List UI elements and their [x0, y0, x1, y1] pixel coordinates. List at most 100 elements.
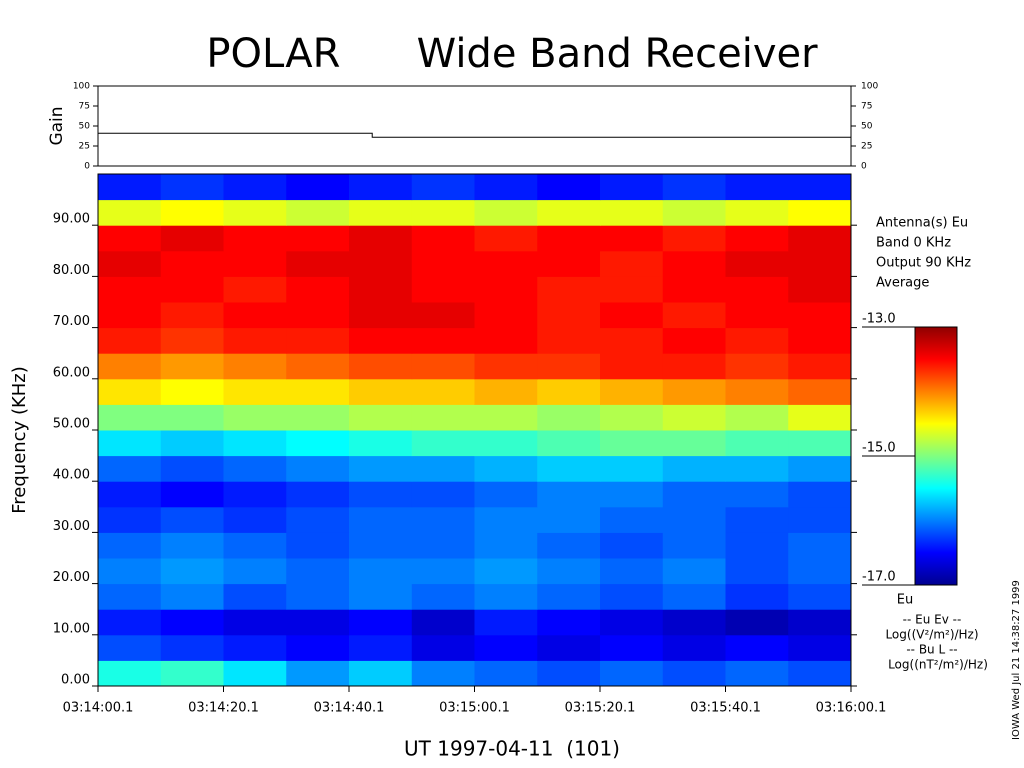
spectrogram-cell [411, 327, 475, 354]
spectrogram-cell [349, 481, 413, 508]
spectrogram-cell [662, 660, 726, 687]
spectrogram-cell [349, 378, 413, 405]
spectrogram-cell [537, 378, 601, 405]
spectrogram-cell [160, 327, 224, 354]
annotation: Average [876, 276, 929, 291]
spectrogram-cell [474, 532, 538, 559]
spectrogram-cell [411, 225, 475, 252]
spectrogram-cell [662, 302, 726, 329]
spectrogram-cell [788, 378, 852, 405]
spectrogram-cell [725, 276, 789, 303]
gain-tick-label: 50 [79, 122, 91, 132]
spectrogram-cell [349, 174, 413, 201]
spectrogram-cell [160, 378, 224, 405]
spectrogram-cell [349, 302, 413, 329]
annotation: Output 90 KHz [876, 256, 971, 271]
spectrogram-cell [160, 506, 224, 533]
spectrogram-cell [600, 660, 664, 687]
spectrogram-cell [662, 353, 726, 380]
spectrogram-cell [725, 353, 789, 380]
spectrogram-cell [160, 430, 224, 457]
spectrogram-cell [98, 532, 162, 559]
spectrogram-cell [600, 327, 664, 354]
spectrogram-cell [662, 455, 726, 482]
spectrogram-cell [286, 404, 350, 431]
spectrogram-cell [725, 199, 789, 226]
spectrogram-cell [160, 404, 224, 431]
spectrogram-cell [223, 609, 287, 636]
spectrogram-cell [537, 558, 601, 585]
spectrogram-cell [223, 634, 287, 661]
spectrogram-cell [474, 634, 538, 661]
spectrogram-cell [788, 558, 852, 585]
spectrogram-cell [788, 250, 852, 277]
spectrogram-cell [160, 481, 224, 508]
spectrogram-cell [160, 199, 224, 226]
colorbar-tick-label: -17.0 [862, 570, 896, 585]
spectrogram-cell [98, 250, 162, 277]
spectrogram-cell [788, 225, 852, 252]
spectrogram-cell [286, 660, 350, 687]
spectrogram-cell [537, 609, 601, 636]
spectrogram-cell [537, 199, 601, 226]
annotation: Band 0 KHz [876, 236, 951, 251]
spectrogram-cell [349, 634, 413, 661]
spectrogram-cell [725, 634, 789, 661]
spectrogram-cell [788, 404, 852, 431]
spectrogram-cell [223, 583, 287, 610]
spectrogram-cell [286, 506, 350, 533]
spectrogram-cell [411, 455, 475, 482]
spectrogram-cell [160, 225, 224, 252]
spectrogram-cell [725, 174, 789, 201]
spectrogram-cell [788, 455, 852, 482]
spectrogram-cell [98, 302, 162, 329]
spectrogram-cell [98, 404, 162, 431]
spectrogram-cell [662, 250, 726, 277]
chart-title: POLAR Wide Band Receiver [206, 31, 818, 77]
spectrogram-cell [474, 506, 538, 533]
spectrogram-cell [600, 558, 664, 585]
spectrogram-cell [725, 430, 789, 457]
spectrogram-cell [474, 430, 538, 457]
spectrogram-cell [725, 558, 789, 585]
spectrogram-cell [600, 583, 664, 610]
spectrogram-cell [788, 327, 852, 354]
x-tick-label: 03:16:00.1 [816, 701, 887, 716]
spectrogram-cell [662, 404, 726, 431]
unit-text: Log((V²/m²)/Hz) [885, 628, 978, 642]
spectrogram-cell [286, 199, 350, 226]
spectrogram-cell [223, 276, 287, 303]
spectrogram-cell [98, 583, 162, 610]
spectrogram-cell [349, 327, 413, 354]
gain-label: Gain [47, 106, 67, 145]
spectrogram-cell [600, 225, 664, 252]
spectrogram-cell [788, 481, 852, 508]
spectrogram-cell [160, 353, 224, 380]
spectrogram-cell [349, 276, 413, 303]
spectrogram-cell [160, 250, 224, 277]
spectrogram-cell [537, 583, 601, 610]
spectrogram-cell [286, 634, 350, 661]
spectrogram-cell [537, 481, 601, 508]
spectrogram-cell [725, 583, 789, 610]
spectrogram-cell [474, 276, 538, 303]
spectrogram-cell [788, 199, 852, 226]
y-tick-label: 10.00 [53, 621, 90, 636]
spectrogram-cell [98, 276, 162, 303]
spectrogram-cell [160, 532, 224, 559]
spectrogram-cell [223, 225, 287, 252]
spectrogram-cell [160, 558, 224, 585]
spectrogram-cell [411, 276, 475, 303]
spectrogram-cell [474, 660, 538, 687]
spectrogram-cell [349, 455, 413, 482]
spectrogram-cell [600, 250, 664, 277]
spectrogram-cell [98, 327, 162, 354]
spectrogram-cell [411, 250, 475, 277]
spectrogram [98, 174, 852, 687]
spectrogram-cell [411, 558, 475, 585]
y-tick-label: 90.00 [53, 212, 90, 227]
spectrogram-cell [286, 302, 350, 329]
gain-tick-label: 25 [861, 142, 872, 152]
spectrogram-cell [411, 302, 475, 329]
